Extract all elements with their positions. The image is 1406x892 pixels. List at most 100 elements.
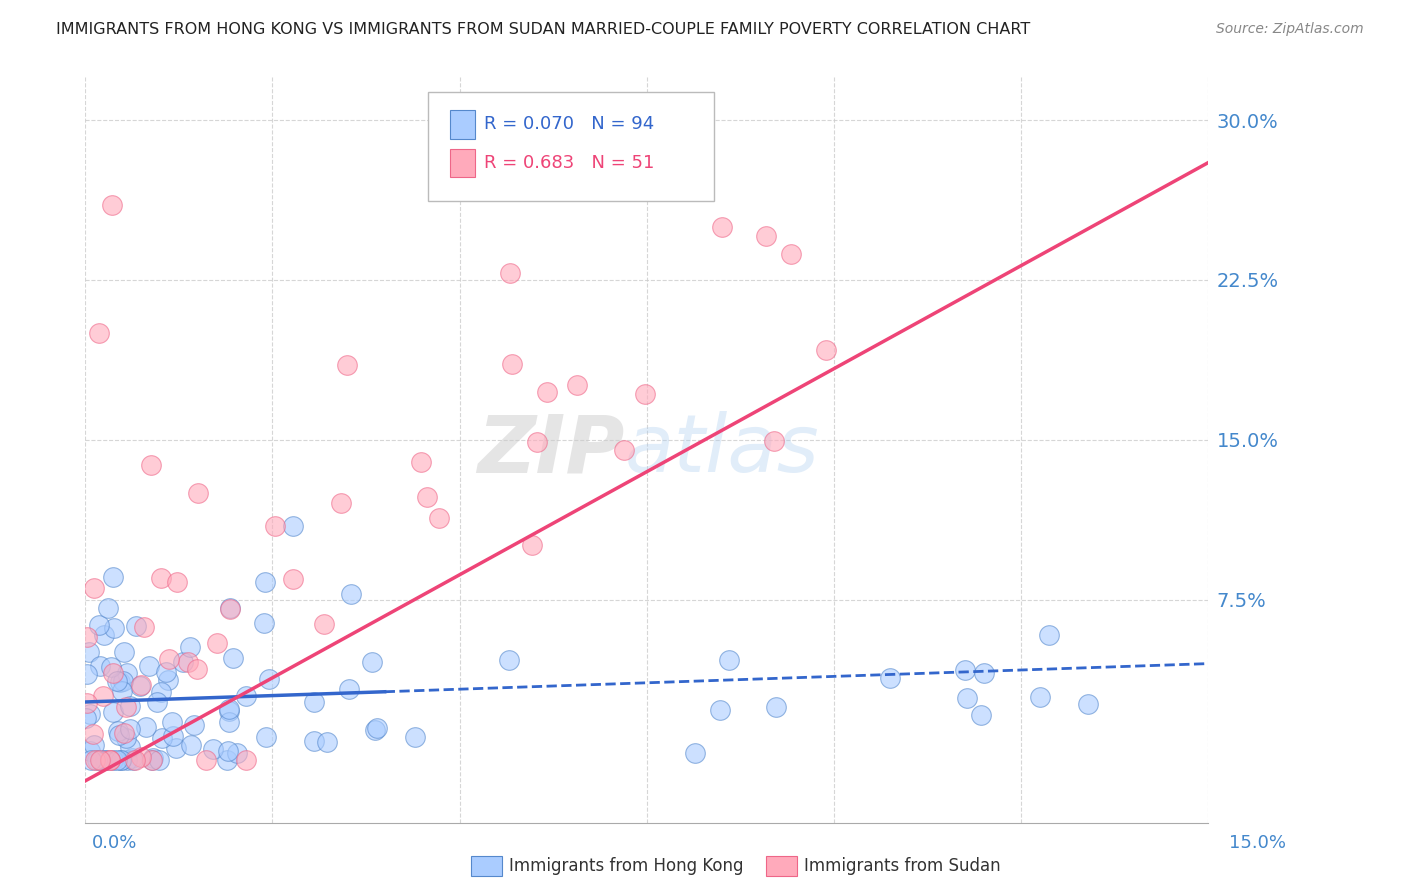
Point xyxy=(536,385,558,400)
Point xyxy=(115,699,138,714)
Point xyxy=(98,752,121,766)
Point xyxy=(134,620,156,634)
FancyBboxPatch shape xyxy=(427,93,714,201)
Point xyxy=(83,581,105,595)
Point xyxy=(218,715,240,730)
Point xyxy=(93,627,115,641)
Text: 15.0%: 15.0% xyxy=(1229,834,1286,852)
Point xyxy=(79,706,101,721)
Point xyxy=(98,752,121,766)
Point xyxy=(110,752,132,766)
Point xyxy=(302,695,325,709)
Point xyxy=(80,752,103,766)
Point xyxy=(118,722,141,736)
Point xyxy=(89,752,111,766)
Point xyxy=(118,698,141,713)
Text: Immigrants from Hong Kong: Immigrants from Hong Kong xyxy=(509,857,744,875)
Text: Source: ZipAtlas.com: Source: ZipAtlas.com xyxy=(1216,22,1364,37)
Point xyxy=(105,752,128,766)
Point xyxy=(112,725,135,739)
Point xyxy=(361,655,384,669)
Point xyxy=(339,587,361,601)
Point xyxy=(100,198,122,212)
Point xyxy=(956,691,979,706)
Point xyxy=(970,707,993,722)
Point xyxy=(218,702,240,716)
Point xyxy=(76,697,98,711)
Point xyxy=(157,652,180,666)
Point xyxy=(83,739,105,753)
Point xyxy=(226,747,249,761)
Point xyxy=(953,663,976,677)
Point xyxy=(103,621,125,635)
Point xyxy=(217,752,239,766)
Point xyxy=(150,685,173,699)
Point xyxy=(404,730,426,744)
Point xyxy=(76,667,98,681)
Point xyxy=(613,443,636,458)
Point xyxy=(87,617,110,632)
Bar xyxy=(450,111,475,138)
Point xyxy=(115,752,138,766)
Point xyxy=(150,571,173,585)
Point xyxy=(779,247,801,261)
Point xyxy=(763,434,786,448)
Point xyxy=(100,660,122,674)
Point xyxy=(718,653,741,667)
Point xyxy=(75,711,97,725)
Point xyxy=(337,681,360,696)
Point xyxy=(108,675,131,690)
Point xyxy=(112,645,135,659)
Point xyxy=(634,386,657,401)
Point xyxy=(180,738,202,752)
Point xyxy=(254,731,277,745)
Point xyxy=(101,570,124,584)
Text: R = 0.070   N = 94: R = 0.070 N = 94 xyxy=(484,115,654,134)
Point xyxy=(253,574,276,589)
Point xyxy=(86,752,108,766)
Point xyxy=(336,358,359,372)
Point xyxy=(103,752,125,766)
Point xyxy=(187,486,209,500)
Point xyxy=(141,752,163,766)
Point xyxy=(565,378,588,392)
Point xyxy=(879,672,901,686)
Point xyxy=(79,744,101,758)
Point xyxy=(520,538,543,552)
Text: atlas: atlas xyxy=(624,411,818,490)
Point xyxy=(183,718,205,732)
Point xyxy=(155,665,177,680)
Point xyxy=(235,752,257,766)
Point xyxy=(366,721,388,735)
Point xyxy=(90,752,112,766)
Point xyxy=(315,735,337,749)
Point xyxy=(409,455,432,469)
Point xyxy=(139,458,162,472)
Point xyxy=(166,575,188,590)
Point xyxy=(101,705,124,719)
Point xyxy=(115,666,138,681)
Point xyxy=(160,715,183,730)
Point xyxy=(84,752,107,766)
Point xyxy=(125,619,148,633)
Text: R = 0.683   N = 51: R = 0.683 N = 51 xyxy=(484,154,654,172)
Point xyxy=(1038,627,1060,641)
Text: IMMIGRANTS FROM HONG KONG VS IMMIGRANTS FROM SUDAN MARRIED-COUPLE FAMILY POVERTY: IMMIGRANTS FROM HONG KONG VS IMMIGRANTS … xyxy=(56,22,1031,37)
Point xyxy=(218,704,240,718)
Point xyxy=(150,731,173,745)
Point xyxy=(755,229,778,244)
Point xyxy=(148,752,170,766)
Point xyxy=(101,666,124,681)
Point xyxy=(129,678,152,692)
Point xyxy=(124,752,146,766)
Point xyxy=(76,631,98,645)
Point xyxy=(129,679,152,693)
Text: Immigrants from Sudan: Immigrants from Sudan xyxy=(804,857,1001,875)
Point xyxy=(1029,690,1052,705)
Point xyxy=(112,673,135,688)
Point xyxy=(79,645,101,659)
Point xyxy=(765,700,787,714)
Point xyxy=(973,666,995,681)
Bar xyxy=(450,149,475,178)
Point xyxy=(176,656,198,670)
